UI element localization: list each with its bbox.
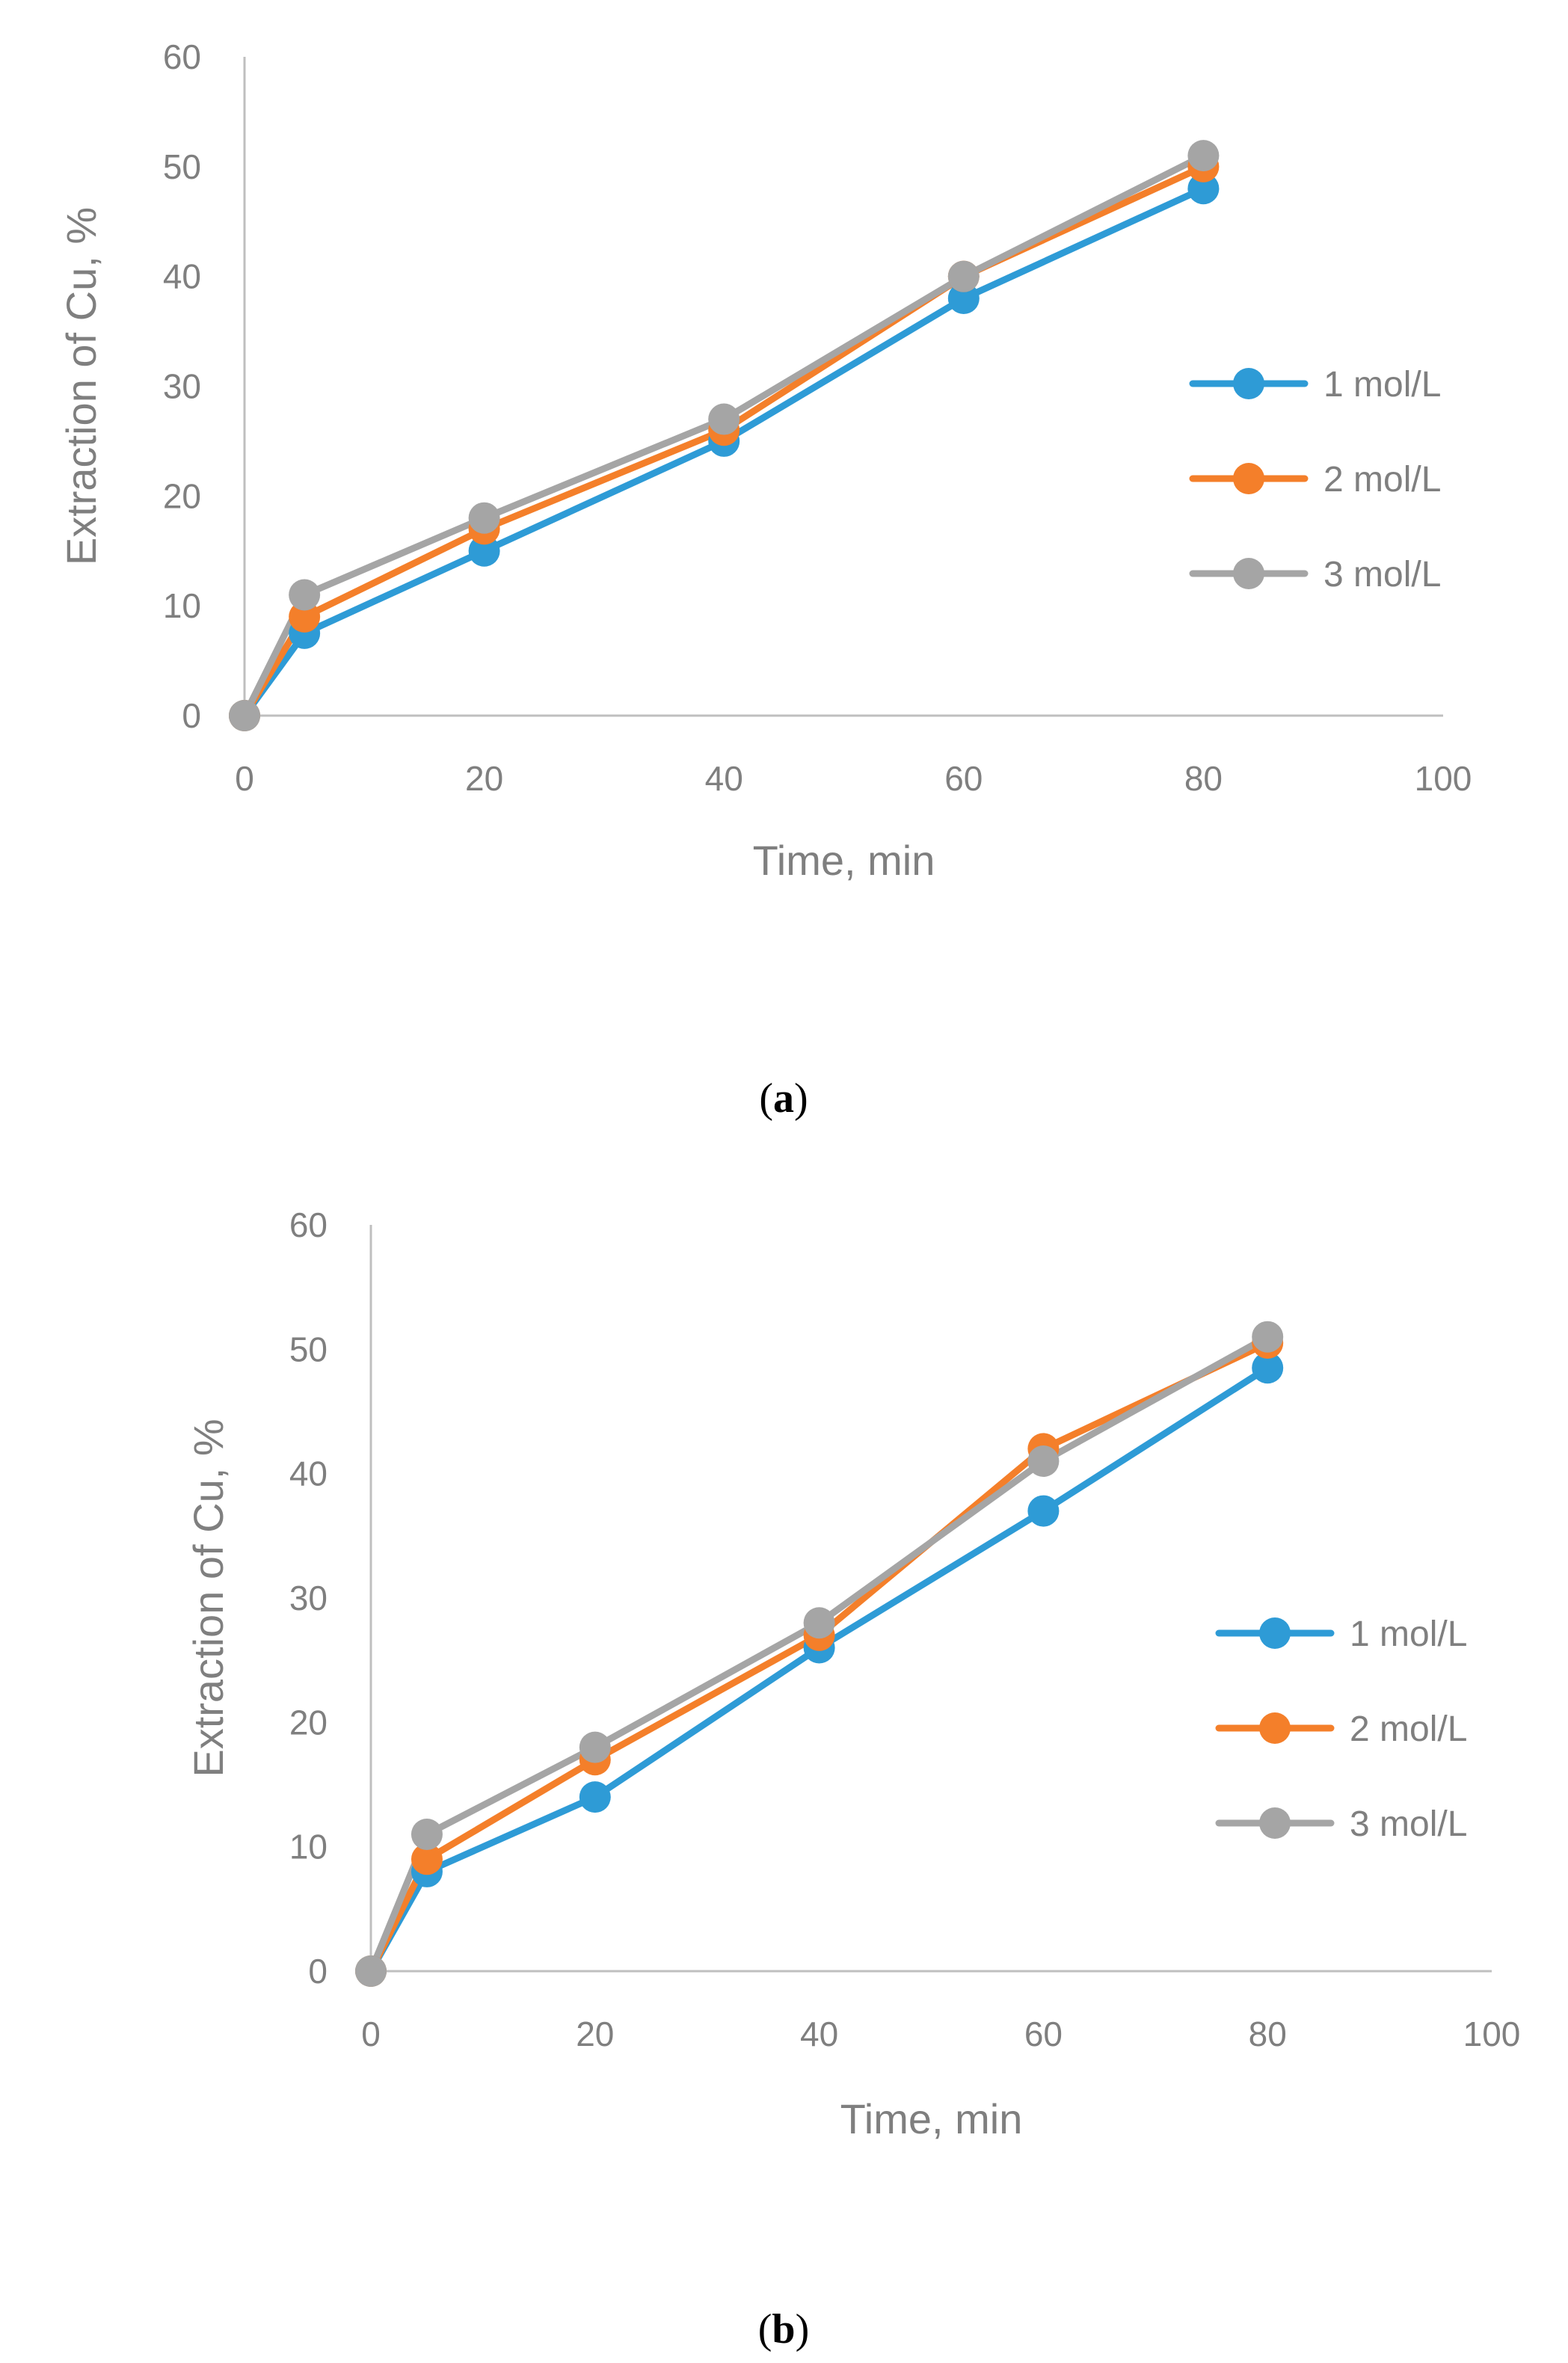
- series-line-1: [241, 185, 1207, 719]
- x-tick-label: 40: [705, 759, 743, 798]
- y-tick-label: 0: [182, 696, 201, 735]
- y-axis-title: Extraction of Cu, %: [58, 207, 105, 565]
- data-point-series-1: [947, 283, 980, 315]
- caption-open-paren: (: [759, 1075, 773, 1122]
- series-line-1: [367, 1364, 1271, 1975]
- data-point-series-1: [579, 1781, 611, 1813]
- x-axis-title: Time, min: [840, 2095, 1023, 2142]
- legend-marker-2: [1233, 463, 1264, 494]
- y-tick-label: 60: [163, 37, 201, 76]
- data-point-series-3: [289, 579, 321, 611]
- caption-letter: b: [772, 2306, 795, 2353]
- x-tick-label: 100: [1463, 2015, 1521, 2053]
- panel-caption: (b): [758, 2306, 809, 2353]
- data-point-series-3: [1187, 140, 1220, 172]
- legend-label-3: 3 mol/L: [1323, 555, 1441, 594]
- y-tick-label: 10: [289, 1828, 328, 1866]
- legend-marker-1: [1259, 1617, 1291, 1649]
- legend-marker-3: [1259, 1807, 1291, 1839]
- caption-open-paren: (: [758, 2306, 772, 2353]
- y-tick-label: 30: [163, 367, 201, 406]
- legend-marker-3: [1233, 558, 1264, 589]
- x-tick-label: 80: [1184, 759, 1223, 798]
- x-tick-label: 80: [1249, 2015, 1287, 2053]
- legend-label-1: 1 mol/L: [1350, 1614, 1467, 1654]
- legend-label-1: 1 mol/L: [1323, 365, 1441, 405]
- data-point-series-3: [708, 403, 740, 435]
- legend-marker-1: [1233, 368, 1264, 399]
- data-point-series-3: [947, 260, 980, 292]
- legend-label-2: 2 mol/L: [1350, 1709, 1467, 1749]
- caption-letter: a: [773, 1075, 794, 1122]
- data-point-series-3: [229, 700, 260, 731]
- y-tick-label: 50: [163, 147, 201, 186]
- data-point-series-1: [1252, 1352, 1284, 1384]
- data-point-series-1: [468, 535, 500, 567]
- data-point-series-1: [1187, 173, 1220, 205]
- y-tick-label: 50: [289, 1330, 328, 1368]
- data-point-series-3: [468, 502, 500, 534]
- x-tick-label: 0: [235, 759, 254, 798]
- data-point-series-2: [289, 600, 321, 633]
- panel-caption: (a): [759, 1075, 808, 1122]
- x-tick-label: 40: [800, 2015, 838, 2053]
- caption-close-paren: ): [794, 1075, 808, 1122]
- legend-label-2: 2 mol/L: [1323, 460, 1441, 500]
- chart-panel-a: 0 10 20 30 40 50 60 0 20 40 60 80 100 Time, min Extrac…: [58, 37, 1472, 1122]
- y-tick-label: 40: [289, 1454, 328, 1493]
- data-point-series-3: [1252, 1321, 1284, 1353]
- x-tick-label: 60: [944, 759, 983, 798]
- data-point-series-2: [411, 1843, 443, 1875]
- data-point-series-3: [803, 1607, 835, 1639]
- y-axis-title: Extraction of Cu, %: [185, 1419, 232, 1777]
- y-tick-label: 20: [163, 476, 201, 515]
- y-tick-label: 20: [289, 1703, 328, 1742]
- x-axis-title: Time, min: [753, 837, 935, 884]
- y-tick-label: 60: [289, 1205, 328, 1244]
- x-tick-label: 100: [1415, 759, 1472, 798]
- x-tick-label: 20: [576, 2015, 614, 2053]
- x-tick-label: 20: [465, 759, 503, 798]
- legend-marker-2: [1259, 1712, 1291, 1744]
- data-point-series-3: [355, 1955, 387, 1987]
- caption-close-paren: ): [796, 2306, 810, 2353]
- data-point-series-3: [579, 1731, 611, 1763]
- y-tick-label: 0: [308, 1952, 328, 1991]
- data-point-series-3: [1027, 1445, 1060, 1478]
- legend-label-3: 3 mol/L: [1350, 1804, 1467, 1844]
- x-tick-label: 60: [1024, 2015, 1063, 2053]
- data-point-series-3: [411, 1819, 443, 1851]
- chart-panel-b: 0 10 20 30 40 50 60 0 20 40 60 80 100 Time, min Extrac…: [185, 1205, 1521, 2353]
- data-point-series-1: [1027, 1495, 1060, 1527]
- y-tick-label: 40: [163, 257, 201, 296]
- x-tick-label: 0: [361, 2015, 381, 2053]
- y-tick-label: 10: [163, 586, 201, 625]
- y-tick-label: 30: [289, 1579, 328, 1617]
